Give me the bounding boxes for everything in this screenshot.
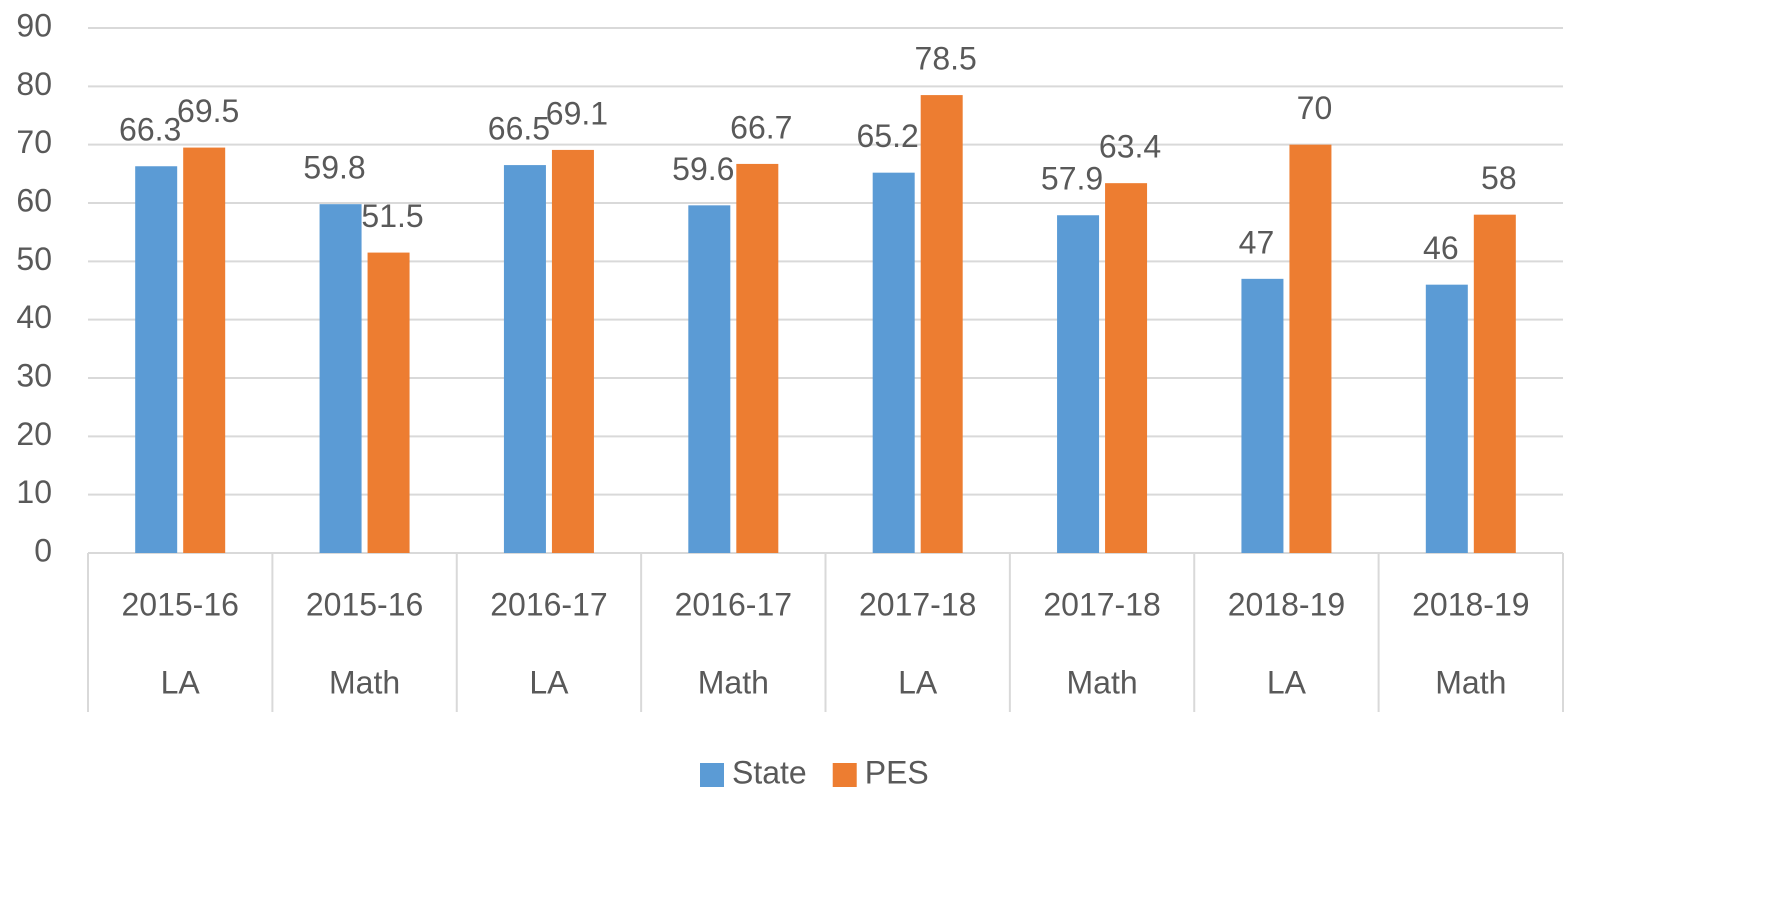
bar xyxy=(688,205,731,554)
bar xyxy=(1289,144,1332,553)
x-tick-label: 2018-19 xyxy=(1228,586,1345,622)
x-tick-label: LA xyxy=(1267,664,1307,700)
data-label: 59.8 xyxy=(303,150,365,186)
bar xyxy=(503,165,546,554)
data-label: 78.5 xyxy=(915,41,977,77)
y-tick-label: 90 xyxy=(16,7,52,43)
legend-swatch xyxy=(700,763,724,787)
bar xyxy=(1241,278,1284,553)
data-label: 66.7 xyxy=(730,109,792,145)
data-label: 47 xyxy=(1239,224,1275,260)
x-tick-label: Math xyxy=(1066,664,1137,700)
x-tick-label: 2017-18 xyxy=(859,586,976,622)
x-tick-label: LA xyxy=(898,664,938,700)
data-label: 63.4 xyxy=(1099,129,1161,165)
x-tick-label: Math xyxy=(329,664,400,700)
x-tick-label: Math xyxy=(1435,664,1506,700)
y-tick-label: 80 xyxy=(16,66,52,102)
data-label: 46 xyxy=(1423,230,1459,266)
y-tick-label: 30 xyxy=(16,357,52,393)
x-tick-label: 2016-17 xyxy=(490,586,607,622)
x-tick-label: LA xyxy=(529,664,569,700)
legend-swatch xyxy=(832,763,857,787)
bar xyxy=(920,95,963,553)
data-label: 59.6 xyxy=(672,151,734,187)
x-tick-label: 2015-16 xyxy=(121,586,238,622)
bar xyxy=(1425,284,1468,553)
data-label: 57.9 xyxy=(1041,161,1103,197)
legend-label: PES xyxy=(865,754,929,790)
data-label: 66.5 xyxy=(488,111,550,147)
x-tick-label: 2018-19 xyxy=(1412,586,1529,622)
bar xyxy=(1057,215,1100,553)
bar xyxy=(319,204,362,553)
y-tick-label: 10 xyxy=(16,474,52,510)
bar xyxy=(736,163,779,553)
bar xyxy=(367,252,410,554)
data-label: 69.1 xyxy=(546,95,608,131)
bar xyxy=(1105,183,1148,553)
x-tick-label: LA xyxy=(161,664,201,700)
bar xyxy=(135,166,178,553)
bar xyxy=(872,172,915,553)
data-label: 66.3 xyxy=(119,112,181,148)
legend-label: State xyxy=(732,754,807,790)
bar xyxy=(551,149,594,553)
data-label: 58 xyxy=(1481,160,1517,196)
data-label: 69.5 xyxy=(177,93,239,129)
bar xyxy=(183,147,226,554)
y-tick-label: 50 xyxy=(16,241,52,277)
y-tick-label: 40 xyxy=(16,299,52,335)
y-tick-label: 60 xyxy=(16,182,52,218)
x-tick-label: 2017-18 xyxy=(1043,586,1160,622)
x-tick-label: Math xyxy=(698,664,769,700)
y-tick-label: 20 xyxy=(16,416,52,452)
x-tick-label: 2016-17 xyxy=(675,586,792,622)
bar xyxy=(1473,214,1516,553)
y-tick-label: 70 xyxy=(16,124,52,160)
data-label: 70 xyxy=(1297,90,1333,126)
x-tick-label: 2015-16 xyxy=(306,586,423,622)
data-label: 65.2 xyxy=(857,118,919,154)
y-tick-label: 0 xyxy=(34,532,52,568)
data-label: 51.5 xyxy=(361,198,423,234)
